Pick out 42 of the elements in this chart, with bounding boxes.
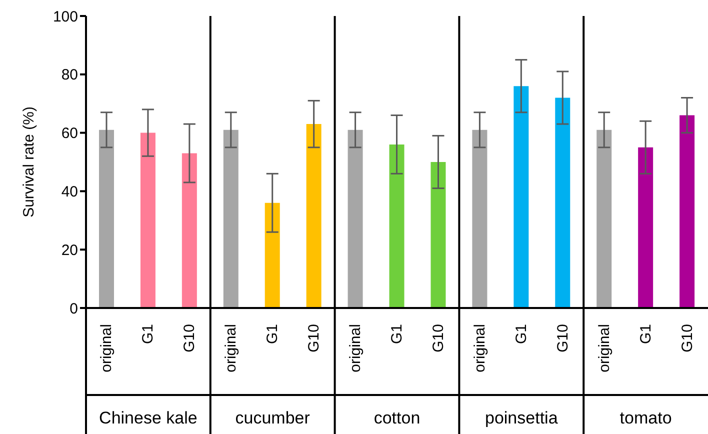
- x-tick-label: G10: [678, 324, 696, 352]
- bar: [680, 115, 695, 308]
- x-tick-label: original: [98, 324, 116, 372]
- x-tick-label: G1: [637, 324, 654, 344]
- bar: [140, 132, 156, 308]
- bar: [389, 144, 404, 308]
- y-tick-label: 20: [61, 242, 78, 259]
- x-tick-label: G10: [430, 324, 447, 352]
- text: poinsettia: [485, 408, 558, 428]
- bar: [430, 162, 446, 308]
- y-tick-label: 0: [70, 300, 78, 318]
- x-tick-label: original: [596, 324, 613, 372]
- x-tick-label: G10: [181, 324, 198, 352]
- bar: [99, 130, 114, 308]
- bar: [264, 202, 280, 308]
- x-tick-label: G1: [264, 324, 282, 344]
- bar: [638, 147, 654, 308]
- y-tick-label: 40: [61, 184, 78, 201]
- x-tick-label: original: [222, 324, 240, 372]
- bar: [514, 86, 529, 308]
- x-tick-label: G1: [388, 324, 406, 344]
- y-tick-label: 80: [61, 66, 78, 84]
- y-tick-label: 100: [52, 8, 78, 26]
- text: Chinese kale: [99, 408, 198, 428]
- text: tomato: [620, 408, 672, 428]
- bar: [223, 130, 238, 308]
- x-tick-label: original: [471, 324, 488, 372]
- x-tick-label: G1: [140, 324, 157, 344]
- bar: [306, 124, 322, 308]
- bar: [472, 130, 488, 308]
- bar: [348, 130, 363, 308]
- y-axis-title: Survival rate (%): [20, 106, 38, 218]
- y-tick-label: 60: [61, 125, 78, 142]
- x-tick-label: G10: [306, 324, 323, 352]
- text: cucumber: [235, 408, 310, 428]
- bar: [182, 153, 197, 308]
- x-tick-label: original: [347, 324, 364, 372]
- x-tick-label: G1: [512, 324, 530, 344]
- text: cotton: [374, 408, 420, 428]
- x-tick-label: G10: [554, 324, 572, 352]
- bar: [596, 130, 612, 308]
- bar: [555, 98, 570, 308]
